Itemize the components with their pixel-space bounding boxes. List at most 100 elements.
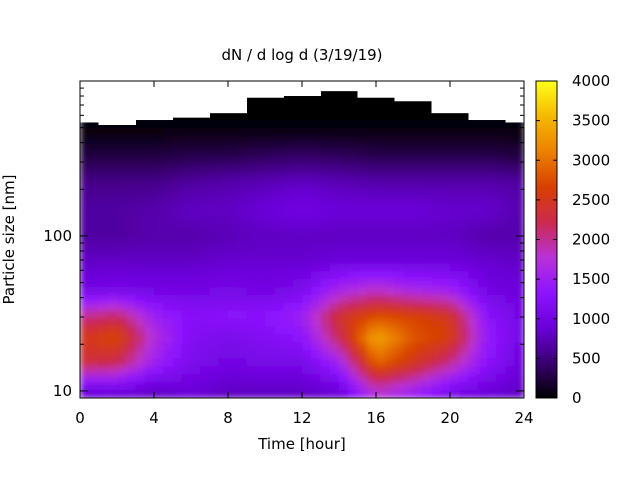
heatmap-cell	[265, 120, 275, 130]
heatmap-cell	[311, 255, 322, 264]
heatmap-cell	[339, 271, 349, 280]
heatmap-cell	[302, 302, 312, 312]
heatmap-cell	[283, 390, 294, 398]
heatmap-cell	[440, 390, 451, 398]
heatmap-cell	[514, 334, 524, 344]
heatmap-cell	[126, 366, 137, 375]
heatmap-cell	[477, 374, 488, 383]
heatmap-cell	[191, 255, 201, 264]
heatmap-cell	[107, 294, 118, 304]
heatmap-cell	[487, 350, 497, 359]
heatmap-cell	[385, 310, 396, 320]
heatmap-cell	[320, 144, 331, 153]
heatmap-cell	[107, 374, 118, 383]
heatmap-cell	[126, 199, 137, 209]
heatmap-cell	[191, 310, 201, 320]
heatmap-cell	[422, 160, 433, 169]
heatmap-cell	[218, 342, 229, 352]
heatmap-cell	[459, 247, 470, 256]
x-axis: 0 4 8 12 16 20 24	[75, 81, 534, 427]
heatmap-cell	[255, 168, 266, 177]
heatmap-cell	[218, 310, 229, 320]
heatmap-cell	[329, 390, 340, 398]
heatmap-cell	[385, 247, 396, 256]
heatmap-cell	[422, 326, 433, 336]
heatmap-cell	[154, 160, 164, 169]
heatmap-cell	[422, 231, 433, 241]
heatmap-cell	[487, 366, 497, 375]
heatmap-cell	[255, 184, 266, 193]
heatmap-cell	[191, 350, 201, 359]
heatmap-cell	[283, 294, 294, 304]
heatmap-cell	[200, 263, 211, 272]
heatmap-cell	[89, 318, 100, 328]
heatmap-cell	[302, 326, 312, 336]
heatmap-cell	[385, 184, 396, 193]
heatmap-cell	[477, 310, 488, 320]
heatmap-cell	[440, 263, 451, 272]
heatmap-cell	[246, 255, 257, 264]
heatmap-cell	[283, 168, 294, 177]
heatmap-cell	[228, 382, 238, 391]
heatmap-cell	[403, 176, 414, 185]
heatmap-cell	[265, 334, 275, 344]
heatmap-cell	[329, 263, 340, 272]
heatmap-cell	[514, 223, 524, 233]
heatmap-cell	[135, 160, 146, 169]
heatmap-cell	[126, 239, 137, 249]
heatmap-cell	[339, 223, 349, 233]
heatmap-cell	[431, 199, 442, 209]
heatmap-cell	[172, 366, 183, 375]
heatmap-cell	[459, 287, 470, 296]
heatmap-cell	[311, 96, 322, 106]
heatmap-cell	[459, 255, 470, 264]
heatmap-cell	[431, 247, 442, 256]
heatmap-cell	[329, 294, 340, 304]
heatmap-cell	[357, 215, 368, 225]
heatmap-cell	[154, 342, 164, 352]
heatmap-cell	[311, 287, 322, 296]
heatmap-cell	[477, 168, 488, 177]
heatmap-cell	[422, 318, 433, 328]
heatmap-cell	[459, 176, 470, 185]
heatmap-cell	[228, 366, 238, 375]
heatmap-cell	[450, 136, 460, 145]
heatmap-cell	[218, 168, 229, 177]
heatmap-cell	[218, 302, 229, 312]
heatmap-cell	[403, 152, 414, 161]
heatmap-cell	[265, 199, 275, 209]
heatmap-cell	[98, 342, 109, 352]
heatmap-cell	[505, 120, 516, 130]
heatmap-cell	[237, 390, 248, 398]
heatmap-cell	[376, 302, 386, 312]
heatmap-cell	[422, 255, 433, 264]
heatmap-cell	[329, 223, 340, 233]
heatmap-cell	[320, 199, 331, 209]
heatmap-cell	[228, 231, 238, 241]
heatmap-cell	[514, 160, 524, 169]
heatmap-cell	[218, 128, 229, 138]
heatmap-cell	[181, 168, 192, 177]
heatmap-cell	[366, 279, 377, 288]
heatmap-cell	[181, 199, 192, 209]
heatmap-cell	[126, 294, 137, 304]
heatmap-cell	[172, 176, 183, 185]
heatmap-cell	[348, 152, 359, 161]
heatmap-cell	[274, 176, 285, 185]
heatmap-cell	[98, 144, 109, 153]
heatmap-cell	[246, 302, 257, 312]
heatmap-cell	[357, 382, 368, 391]
heatmap-cell	[80, 302, 90, 312]
heatmap-cell	[385, 287, 396, 296]
heatmap-cell	[477, 263, 488, 272]
heatmap-cell	[144, 231, 155, 241]
heatmap-cell	[246, 152, 257, 161]
heatmap-cell	[320, 239, 331, 249]
heatmap-cell	[283, 136, 294, 145]
heatmap-cell	[107, 334, 118, 344]
heatmap-cell	[376, 112, 386, 122]
heatmap-cell	[311, 374, 322, 383]
heatmap-cell	[339, 263, 349, 272]
heatmap-cell	[181, 207, 192, 217]
heatmap-cell	[80, 144, 90, 153]
